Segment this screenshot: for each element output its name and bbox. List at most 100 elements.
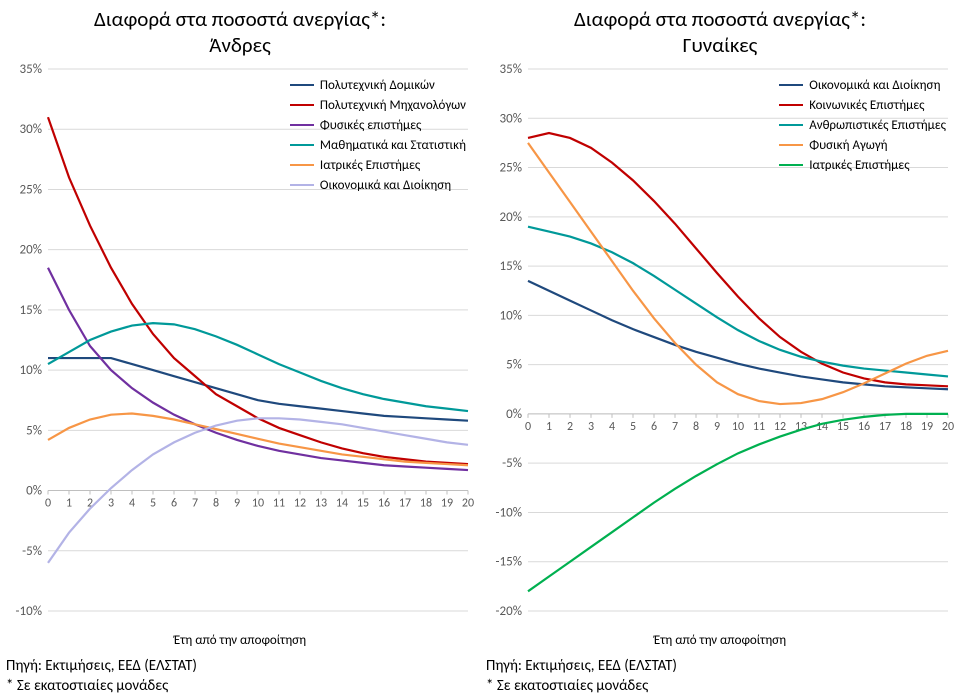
left-title-line1: Διαφορά στα ποσοστά ανεργίας*: [94,6,386,32]
svg-text:4: 4 [129,496,135,510]
svg-text:16: 16 [858,419,870,433]
legend-swatch [779,84,803,86]
left-chart-wrap: -10%-5%0%5%10%15%20%25%30%35%01234567891… [6,63,474,633]
svg-text:20%: 20% [500,209,522,224]
svg-text:4: 4 [609,419,615,433]
svg-text:18: 18 [420,496,432,510]
right-legend: Οικονομικά και ΔιοίκησηΚοινωνικές Επιστή… [779,73,946,178]
svg-text:11: 11 [273,496,285,510]
left-source1: Πηγή: Εκτιμήσεις, ΕΕΔ (ΕΛΣΤΑΤ) [6,657,197,675]
legend-item: Μαθηματικά και Στατιστική [290,138,466,153]
svg-text:10: 10 [732,419,744,433]
legend-item: Οικονομικά και Διοίκηση [779,78,946,93]
left-xlabel: Έτη από την αποφοίτηση [6,633,474,648]
svg-text:10%: 10% [500,308,522,323]
svg-text:10: 10 [252,496,264,510]
legend-item: Φυσικές επιστήμες [290,118,466,133]
legend-swatch [290,104,314,106]
svg-text:19: 19 [921,419,933,433]
svg-text:30%: 30% [20,122,42,137]
legend-item: Ανθρωπιστικές Επιστήμες [779,118,946,133]
legend-swatch [779,144,803,146]
svg-text:-10%: -10% [496,505,522,520]
svg-text:25%: 25% [20,182,42,197]
legend-item: Οικονομικά και Διοίκηση [290,178,466,193]
right-xlabel: Έτη από την αποφοίτηση [486,633,954,648]
legend-label: Φυσική Αγωγή [809,138,887,153]
svg-text:-15%: -15% [496,554,522,569]
left-column: Διαφορά στα ποσοστά ανεργίας*: Άνδρες -1… [0,0,480,700]
svg-text:10%: 10% [20,363,42,378]
svg-text:20%: 20% [20,242,42,257]
svg-text:12: 12 [294,496,306,510]
left-source2: * Σε εκατοστιαίες μονάδες [6,677,168,695]
left-legend: Πολυτεχνική Δομικών Πολυτεχνική Μηχανολόγ… [290,73,466,198]
svg-text:35%: 35% [20,63,42,77]
svg-text:0%: 0% [506,406,522,421]
svg-text:17: 17 [879,419,891,433]
svg-text:-5%: -5% [22,543,42,558]
svg-text:0: 0 [45,496,51,510]
svg-text:30%: 30% [500,111,522,126]
legend-label: Οικονομικά και Διοίκηση [320,178,451,193]
legend-label: Ανθρωπιστικές Επιστήμες [809,118,946,133]
svg-text:1: 1 [546,419,552,433]
svg-text:5%: 5% [26,423,42,438]
svg-text:14: 14 [336,496,348,510]
svg-text:9: 9 [714,419,720,433]
svg-text:1: 1 [66,496,72,510]
svg-text:8: 8 [213,496,219,510]
svg-text:6: 6 [171,496,177,510]
right-source2: * Σε εκατοστιαίες μονάδες [486,677,648,695]
legend-item: Πολυτεχνική Μηχανολόγων [290,98,466,113]
svg-text:5: 5 [630,419,636,433]
legend-label: Πολυτεχνική Μηχανολόγων [320,98,466,113]
left-title-line2: Άνδρες [209,32,270,58]
svg-text:13: 13 [315,496,327,510]
svg-text:19: 19 [441,496,453,510]
right-title: Διαφορά στα ποσοστά ανεργίας*: Γυναίκες [486,6,954,59]
right-source1: Πηγή: Εκτιμήσεις, ΕΕΔ (ΕΛΣΤΑΤ) [486,657,677,675]
svg-text:16: 16 [378,496,390,510]
svg-text:0: 0 [525,419,531,433]
svg-text:6: 6 [651,419,657,433]
svg-text:20: 20 [942,419,954,433]
svg-text:0%: 0% [26,483,42,498]
right-chart-wrap: -20% -15% -10% -5% 0% 5% 10% 15% 20% 25% 30% 35% 0 1 2… [486,63,954,633]
legend-label: Μαθηματικά και Στατιστική [320,138,466,153]
legend-item: Ιατρικές Επιστήμες [779,158,946,173]
legend-swatch [290,124,314,126]
svg-text:15: 15 [837,419,849,433]
svg-text:17: 17 [399,496,411,510]
right-title-line2: Γυναίκες [683,32,758,58]
right-column: Διαφορά στα ποσοστά ανεργίας*: Γυναίκες … [480,0,960,700]
svg-text:11: 11 [753,419,765,433]
svg-text:35%: 35% [500,63,522,77]
right-footer: Πηγή: Εκτιμήσεις, ΕΕΔ (ΕΛΣΤΑΤ) * Σε εκατ… [486,656,954,697]
legend-label: Πολυτεχνική Δομικών [320,78,435,93]
svg-text:-20%: -20% [496,604,522,619]
legend-swatch [290,84,314,86]
legend-swatch [290,184,314,186]
svg-text:15%: 15% [500,259,522,274]
right-title-line1: Διαφορά στα ποσοστά ανεργίας*: [574,6,866,32]
legend-label: Φυσικές επιστήμες [320,118,421,133]
legend-swatch [779,104,803,106]
legend-label: Οικονομικά και Διοίκηση [809,78,940,93]
svg-text:5%: 5% [506,357,522,372]
legend-item: Φυσική Αγωγή [779,138,946,153]
svg-text:18: 18 [900,419,912,433]
left-title: Διαφορά στα ποσοστά ανεργίας*: Άνδρες [6,6,474,59]
svg-text:3: 3 [108,496,114,510]
svg-text:-10%: -10% [16,604,42,619]
svg-text:-5%: -5% [502,456,522,471]
svg-text:3: 3 [588,419,594,433]
legend-swatch [290,164,314,166]
svg-text:2: 2 [567,419,573,433]
svg-text:7: 7 [672,419,678,433]
legend-swatch [290,144,314,146]
svg-text:25%: 25% [500,160,522,175]
legend-swatch [779,124,803,126]
svg-text:15: 15 [357,496,369,510]
svg-text:8: 8 [693,419,699,433]
